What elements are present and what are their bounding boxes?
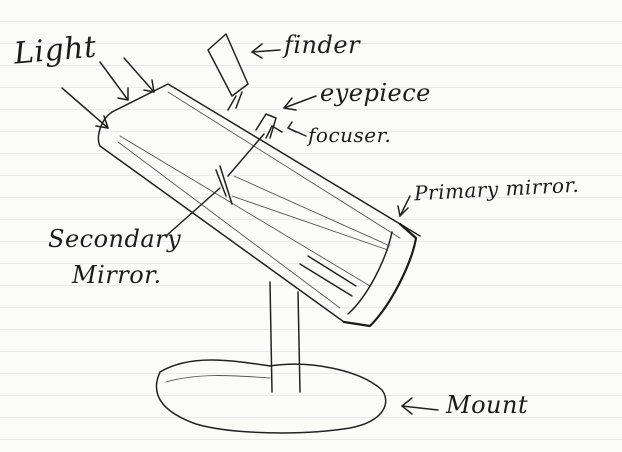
focuser-label: focuser. (308, 123, 392, 147)
focuser-body (265, 125, 283, 139)
finder-scope (207, 33, 249, 111)
eyepiece-arrow (283, 95, 317, 109)
eyepiece-body (255, 113, 277, 139)
mount-base (155, 359, 387, 434)
finder-arrow-head (251, 43, 263, 59)
light-ray-2-head (117, 87, 129, 101)
light-rays (61, 57, 155, 129)
tube-inner-line-3 (117, 141, 341, 309)
focuser-arrow-head (287, 121, 297, 133)
secondary-mirror-label-line1: Secondary (48, 225, 182, 253)
light-ray-2 (99, 61, 129, 101)
tube-front-rim (97, 111, 113, 147)
stand-post-right (297, 291, 301, 393)
light-ray-1 (61, 87, 109, 129)
primary-mirror-arrow (399, 195, 411, 217)
mirror-cap-inner (347, 231, 393, 315)
eyepiece-focuser (255, 113, 283, 139)
label-arrows (165, 43, 439, 415)
mount-inner-line (165, 375, 271, 383)
mount-arrow (401, 405, 439, 411)
mount-label: Mount (446, 391, 529, 419)
stand-post-left (269, 281, 273, 393)
primary-mirror-arrow-head (397, 205, 409, 217)
mount-outline (155, 359, 387, 434)
light-path-1 (231, 195, 389, 251)
light-label: Light (12, 29, 98, 72)
telescope-tube (97, 83, 421, 323)
tube-top-edge (111, 83, 421, 237)
stand-post (269, 281, 301, 393)
light-path-2 (233, 175, 391, 247)
light-ray-3 (123, 57, 155, 93)
finder-arrow (251, 49, 281, 53)
tube-inner-line-1 (119, 135, 371, 287)
finder-stalk (227, 91, 243, 111)
tube-bottom-edge (99, 145, 345, 323)
tube-inner-line-2 (167, 91, 401, 239)
eyepiece-arrow-head (283, 97, 297, 111)
mirror-cap-outline (342, 222, 418, 328)
primary-mirror-cap (342, 222, 418, 328)
secondary-mirror-mount (219, 165, 233, 205)
finder-label: finder (284, 31, 361, 59)
secondary-mirror-label-line2: Mirror. (72, 261, 162, 289)
finder-body (207, 33, 249, 97)
secondary-mirror-arrow (165, 187, 221, 237)
mount-arrow-head (401, 397, 413, 415)
secondary-mirror (215, 169, 227, 197)
light-ray-3-head (143, 79, 155, 93)
tube-shading (299, 255, 357, 297)
focuser-light-path (227, 133, 265, 177)
optical-path (215, 133, 391, 251)
eyepiece-label: eyepiece (320, 79, 431, 107)
